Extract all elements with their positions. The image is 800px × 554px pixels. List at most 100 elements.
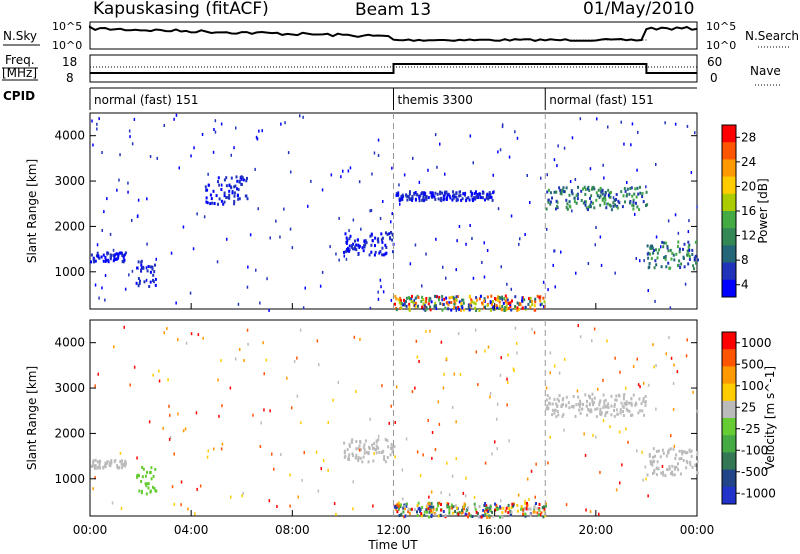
echo-cell <box>450 295 453 299</box>
echo-cell <box>503 297 506 301</box>
echo-cell <box>453 296 456 300</box>
echo-cell <box>430 509 432 513</box>
echo-cell <box>468 308 471 312</box>
echo-cell <box>490 195 493 199</box>
echo-cell <box>425 306 428 309</box>
echo-cell <box>363 443 366 447</box>
echo-cell <box>649 459 652 463</box>
echo-cell <box>658 248 661 252</box>
echo-cell <box>98 296 100 300</box>
echo-cell <box>424 308 427 312</box>
echo-cell <box>390 447 392 450</box>
echo-cell <box>233 202 236 206</box>
echo-cell <box>400 503 402 507</box>
echo-cell <box>540 302 543 306</box>
echo-cell <box>425 252 427 256</box>
echo-cell <box>614 203 617 207</box>
echo-cell <box>501 308 504 312</box>
echo-cell <box>403 507 406 511</box>
echo-cell <box>629 187 632 190</box>
echo-cell <box>119 460 122 463</box>
echo-cell <box>453 306 456 309</box>
echo-cell <box>398 183 400 187</box>
echo-cell <box>670 356 673 360</box>
echo-cell <box>371 172 373 176</box>
echo-cell <box>116 464 119 468</box>
echo-cell <box>150 466 153 470</box>
echo-cell <box>226 237 228 241</box>
echo-cell <box>549 200 552 204</box>
echo-cell <box>461 306 464 310</box>
echo-cell <box>240 175 243 179</box>
echo-cell <box>444 306 447 310</box>
echo-cell <box>668 465 671 468</box>
echo-cell <box>121 464 124 467</box>
echo-cell <box>526 477 529 481</box>
echo-cell <box>553 158 556 162</box>
echo-cell <box>627 440 629 444</box>
echo-cell <box>565 205 568 209</box>
echo-cell <box>135 281 138 285</box>
echo-cell <box>220 199 223 203</box>
echo-cell <box>103 210 105 214</box>
echo-cell <box>622 397 625 401</box>
echo-cell <box>169 436 172 439</box>
power-ylabel: Slant Range [km] <box>25 159 39 263</box>
echo-cell <box>524 512 527 516</box>
echo-cell <box>318 363 320 367</box>
echo-cell <box>600 190 603 193</box>
echo-cell <box>635 201 637 205</box>
echo-cell <box>279 235 281 239</box>
echo-cell <box>566 202 569 206</box>
echo-cell <box>98 464 101 468</box>
echo-cell <box>563 357 566 361</box>
echo-cell <box>411 198 414 202</box>
echo-cell <box>110 459 113 463</box>
echo-cell <box>386 232 389 236</box>
echo-cell <box>445 198 448 201</box>
echo-cell <box>397 298 400 302</box>
echo-cell <box>598 403 601 407</box>
echo-cell <box>153 487 156 491</box>
echo-cell <box>602 163 604 167</box>
echo-cell <box>513 369 515 373</box>
echo-cell <box>577 324 579 328</box>
echo-cell <box>137 260 140 264</box>
echo-cell <box>656 251 659 255</box>
echo-cell <box>256 137 259 141</box>
echo-cell <box>371 443 374 447</box>
echo-cell <box>447 307 450 311</box>
echo-cell <box>602 378 604 382</box>
echo-cell <box>447 303 450 307</box>
echo-cell <box>423 198 426 202</box>
echo-cell <box>484 512 487 516</box>
echo-cell <box>690 171 693 174</box>
colorbar-swatch <box>722 486 736 505</box>
echo-cell <box>630 186 633 190</box>
echo-cell <box>299 328 302 332</box>
echo-cell <box>437 502 439 505</box>
echo-cell <box>357 446 360 450</box>
echo-cell <box>498 300 501 304</box>
echo-cell <box>555 207 557 211</box>
echo-cell <box>522 512 525 516</box>
echo-cell <box>589 396 592 400</box>
echo-cell <box>642 399 645 403</box>
echo-cell <box>584 393 587 397</box>
echo-cell <box>440 340 443 344</box>
echo-cell <box>439 142 441 146</box>
echo-cell <box>462 505 465 509</box>
echo-cell <box>421 284 423 288</box>
echo-cell <box>245 194 248 198</box>
echo-cell <box>218 197 221 201</box>
echo-cell <box>596 407 599 411</box>
echo-cell <box>688 243 691 247</box>
echo-cell <box>499 148 502 152</box>
echo-cell <box>177 412 179 416</box>
echo-cell <box>641 450 643 454</box>
echo-cell <box>672 407 675 411</box>
nave-tick-high: 60 <box>707 55 722 69</box>
echo-cell <box>149 155 152 158</box>
echo-cell <box>562 402 565 406</box>
cpid-label: CPID <box>3 89 35 103</box>
